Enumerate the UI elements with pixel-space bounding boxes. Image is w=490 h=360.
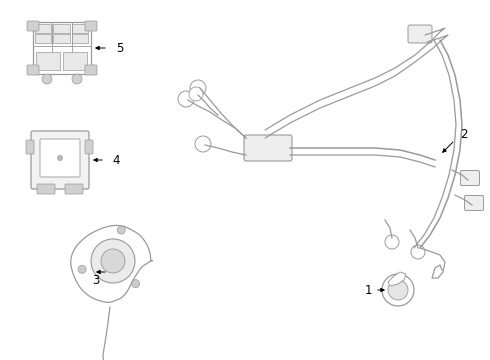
FancyBboxPatch shape	[461, 171, 480, 185]
Circle shape	[382, 274, 414, 306]
Circle shape	[189, 87, 203, 101]
Circle shape	[57, 156, 63, 161]
FancyBboxPatch shape	[53, 34, 70, 43]
Circle shape	[411, 245, 425, 259]
FancyBboxPatch shape	[63, 52, 87, 70]
Text: 5: 5	[116, 41, 123, 54]
Polygon shape	[388, 272, 406, 286]
Circle shape	[101, 249, 125, 273]
Text: 1: 1	[364, 284, 372, 297]
Text: 4: 4	[112, 153, 120, 166]
Text: 2: 2	[460, 129, 467, 141]
FancyBboxPatch shape	[85, 21, 97, 31]
FancyBboxPatch shape	[85, 65, 97, 75]
FancyBboxPatch shape	[35, 34, 51, 43]
Circle shape	[117, 226, 125, 234]
Circle shape	[78, 265, 86, 273]
Circle shape	[91, 239, 135, 283]
Circle shape	[178, 91, 194, 107]
Circle shape	[72, 74, 82, 84]
FancyBboxPatch shape	[244, 135, 292, 161]
Circle shape	[42, 74, 52, 84]
FancyBboxPatch shape	[85, 140, 93, 154]
FancyBboxPatch shape	[65, 184, 83, 194]
FancyBboxPatch shape	[33, 22, 91, 74]
FancyBboxPatch shape	[408, 25, 432, 43]
Circle shape	[132, 280, 140, 288]
FancyBboxPatch shape	[40, 139, 80, 177]
FancyBboxPatch shape	[35, 24, 51, 33]
FancyBboxPatch shape	[53, 24, 70, 33]
Text: 3: 3	[92, 274, 99, 287]
FancyBboxPatch shape	[72, 34, 88, 43]
Circle shape	[385, 235, 399, 249]
FancyBboxPatch shape	[465, 195, 484, 211]
Circle shape	[190, 80, 206, 96]
FancyBboxPatch shape	[36, 52, 60, 70]
FancyBboxPatch shape	[27, 65, 39, 75]
Circle shape	[195, 136, 211, 152]
Circle shape	[388, 280, 408, 300]
FancyBboxPatch shape	[27, 21, 39, 31]
FancyBboxPatch shape	[72, 24, 88, 33]
FancyBboxPatch shape	[26, 140, 34, 154]
FancyBboxPatch shape	[31, 131, 89, 189]
Polygon shape	[71, 225, 152, 302]
FancyBboxPatch shape	[37, 184, 55, 194]
